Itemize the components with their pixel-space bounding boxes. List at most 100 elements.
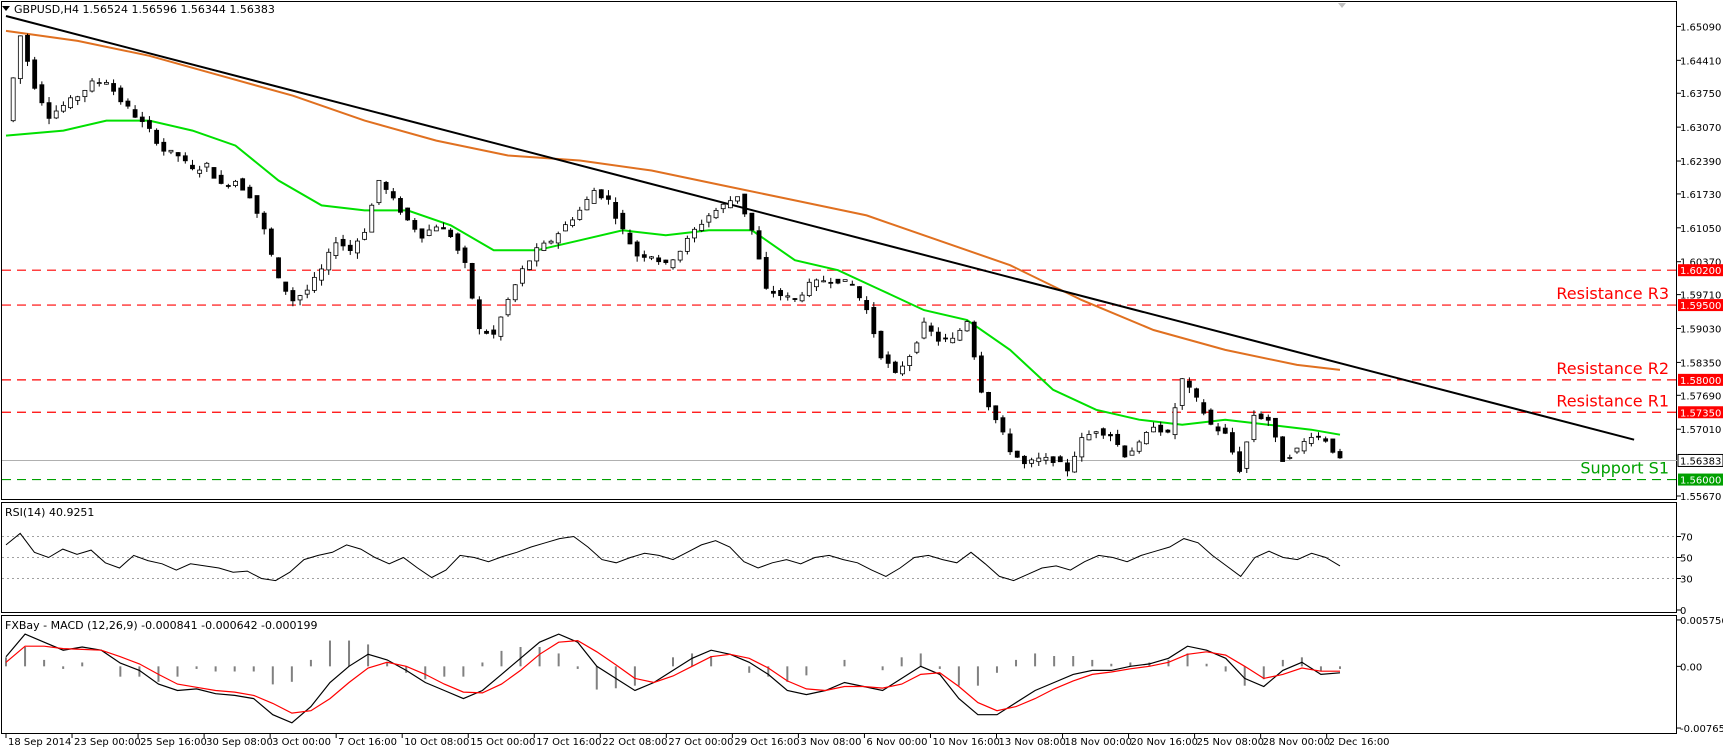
candle-body bbox=[1108, 434, 1112, 435]
candle-body bbox=[1259, 414, 1263, 419]
candle-body bbox=[779, 290, 783, 295]
candle-body bbox=[40, 85, 44, 103]
time-tick-label: 15 Oct 00:00 bbox=[470, 737, 535, 748]
price-tick-label: 1.58350 bbox=[1680, 358, 1721, 369]
candle-body bbox=[377, 180, 381, 202]
candle-body bbox=[262, 213, 266, 229]
macd-title: FXBay - MACD (12,26,9) -0.000841 -0.0006… bbox=[5, 619, 318, 632]
price-tick-label: 1.64410 bbox=[1680, 56, 1721, 67]
time-tick-label: 25 Nov 08:00 bbox=[1197, 737, 1264, 748]
candle-body bbox=[850, 284, 854, 285]
candle-body bbox=[241, 179, 245, 190]
candle-body bbox=[1338, 452, 1342, 458]
candle-body bbox=[979, 356, 983, 392]
candle-body bbox=[915, 343, 919, 352]
candle-body bbox=[269, 229, 273, 254]
candle-body bbox=[786, 296, 790, 297]
candle-body bbox=[284, 282, 288, 291]
candle-body bbox=[908, 356, 912, 365]
candle-body bbox=[212, 167, 216, 178]
candle-body bbox=[621, 213, 625, 229]
candle-body bbox=[1309, 437, 1313, 443]
time-tick-label: 20 Nov 16:00 bbox=[1131, 737, 1198, 748]
candle-body bbox=[843, 280, 847, 282]
candle-body bbox=[506, 299, 510, 314]
time-tick-label: 18 Sep 2014 bbox=[8, 737, 71, 748]
candle-body bbox=[355, 241, 359, 253]
candle-body bbox=[1230, 433, 1234, 453]
time-tick-label: 2 Dec 16:00 bbox=[1329, 737, 1390, 748]
candle-body bbox=[1058, 457, 1062, 462]
candle-body bbox=[1238, 452, 1242, 472]
candle-body bbox=[26, 35, 30, 61]
rsi-tick-label: 30 bbox=[1680, 575, 1693, 586]
candle-body bbox=[1130, 451, 1134, 455]
candle-body bbox=[1216, 427, 1220, 431]
candle-body bbox=[879, 331, 883, 358]
candle-body bbox=[994, 406, 998, 420]
candle-body bbox=[1022, 456, 1026, 463]
candle-body bbox=[836, 279, 840, 283]
candle-body bbox=[234, 181, 238, 185]
rsi-tick-label: 50 bbox=[1680, 554, 1693, 565]
candle-body bbox=[226, 185, 230, 186]
candle-body bbox=[549, 241, 553, 243]
price-tick-label: 1.61730 bbox=[1680, 190, 1721, 201]
price-tick-label: 1.57690 bbox=[1680, 391, 1721, 402]
time-tick-label: 3 Nov 08:00 bbox=[800, 737, 861, 748]
candle-body bbox=[183, 156, 187, 161]
candle-body bbox=[771, 291, 775, 293]
candle-body bbox=[1266, 417, 1270, 420]
candle-body bbox=[865, 300, 869, 309]
level-name-label: Resistance R3 bbox=[1556, 284, 1669, 303]
level-name-label: Support S1 bbox=[1580, 459, 1669, 478]
time-tick-label: 22 Oct 08:00 bbox=[602, 737, 667, 748]
candle-body bbox=[391, 192, 395, 198]
time-tick-label: 10 Nov 16:00 bbox=[932, 737, 999, 748]
candle-body bbox=[463, 248, 467, 263]
candle-body bbox=[169, 150, 173, 152]
candle-body bbox=[1159, 425, 1163, 432]
price-tick-label: 1.59030 bbox=[1680, 325, 1721, 336]
candle-body bbox=[793, 299, 797, 300]
candle-body bbox=[456, 234, 460, 250]
candle-body bbox=[886, 355, 890, 363]
candle-body bbox=[714, 210, 718, 217]
candle-body bbox=[176, 153, 180, 156]
candle-body bbox=[614, 202, 618, 218]
candle-body bbox=[441, 228, 445, 229]
candle-body bbox=[649, 257, 653, 258]
price-axis: 1.650901.644101.637501.630701.623901.617… bbox=[1677, 22, 1721, 503]
candle-body bbox=[1288, 457, 1292, 458]
candle-body bbox=[951, 338, 955, 342]
candle-body bbox=[363, 232, 367, 239]
time-tick-label: 28 Nov 00:00 bbox=[1263, 737, 1330, 748]
price-tick-label: 1.63070 bbox=[1680, 123, 1721, 134]
candle-body bbox=[987, 392, 991, 406]
candle-body bbox=[305, 290, 309, 294]
candle-body bbox=[327, 252, 331, 270]
candle-body bbox=[1187, 381, 1191, 387]
candle-body bbox=[54, 111, 58, 118]
candle-body bbox=[420, 229, 424, 238]
symbol-header: GBPUSD,H4 1.56524 1.56596 1.56344 1.5638… bbox=[14, 3, 275, 16]
candle-body bbox=[1324, 439, 1328, 441]
candle-body bbox=[348, 245, 352, 250]
price-tick-label: 1.63750 bbox=[1680, 89, 1721, 100]
candle-body bbox=[126, 101, 130, 106]
candle-body bbox=[248, 187, 252, 198]
candle-body bbox=[11, 78, 15, 121]
time-tick-label: 10 Oct 08:00 bbox=[404, 737, 469, 748]
candle-body bbox=[140, 117, 144, 122]
candle-body bbox=[255, 196, 259, 214]
macd-tick-label: 0.00 bbox=[1680, 662, 1702, 673]
candle-body bbox=[291, 290, 295, 300]
candle-body bbox=[671, 260, 675, 268]
candle-body bbox=[1302, 441, 1306, 450]
candle-body bbox=[700, 224, 704, 230]
candle-body bbox=[190, 165, 194, 168]
candle-body bbox=[1195, 389, 1199, 397]
